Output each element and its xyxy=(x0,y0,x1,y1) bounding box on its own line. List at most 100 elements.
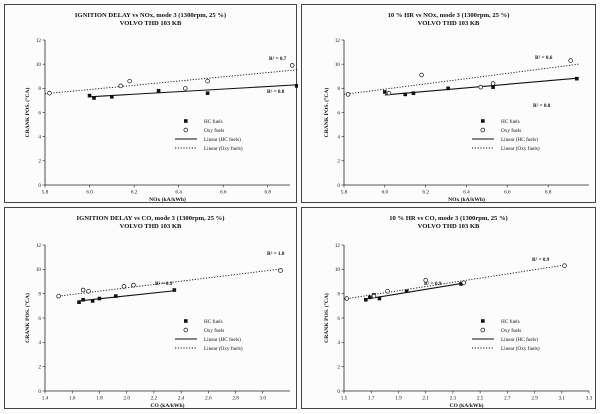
y-tick-label: 8 xyxy=(337,291,340,297)
data-point-hc-fuels xyxy=(363,297,368,302)
legend-hc-fuels-marker xyxy=(481,119,485,123)
data-point-oxy-fuels xyxy=(478,84,484,90)
y-tick-label: 10 xyxy=(335,62,341,68)
r-squared-label: R² = 0.6 xyxy=(535,55,553,61)
x-tick-label: 6.2 xyxy=(131,190,138,196)
chart-plot-svg: 0 2 4 6 8 10 12 1.4 1.6 1.8 2.0 2.2 2.4 2.6 2.8 3.0 CO (… xyxy=(24,243,290,409)
legend-linear-oxy-fuels-label: Linear (Oxy fuels) xyxy=(204,345,243,352)
y-tick-label: 12 xyxy=(335,243,341,249)
trendline-hc-fuels xyxy=(365,282,463,300)
x-tick-label: 3.1 xyxy=(559,396,566,402)
trendline-oxy-fuels xyxy=(58,268,284,297)
r-squared-label: R² = 0.8 xyxy=(533,103,551,109)
y-tick-label: 12 xyxy=(36,38,42,44)
data-point-oxy-fuels xyxy=(371,293,377,299)
y-tick-label: 6 xyxy=(38,316,41,322)
legend-linear-hc-fuels-label: Linear (HC fuels) xyxy=(501,336,538,343)
data-point-oxy-fuels xyxy=(80,287,86,293)
chart-subtitle: VOLVO THD 103 KB xyxy=(417,20,480,27)
x-tick-label: 6.2 xyxy=(422,190,429,196)
data-point-hc-fuels xyxy=(77,300,81,304)
x-tick-label: 1.4 xyxy=(42,396,49,402)
chart-subtitle: VOLVO THD 103 KB xyxy=(119,20,182,27)
legend-hc-fuels-marker xyxy=(481,319,485,323)
data-point-hc-fuels xyxy=(110,94,114,99)
trendline-hc-fuels xyxy=(89,84,298,98)
legend-linear-hc-fuels-label: Linear (HC fuels) xyxy=(501,136,538,143)
data-point-oxy-fuels xyxy=(562,263,567,268)
x-tick-label: 3.0 xyxy=(260,396,267,402)
x-tick-label: 2.0 xyxy=(123,396,130,402)
legend-oxy-fuels-label: Oxy fuels xyxy=(204,127,224,134)
x-axis-label: CO (kA/kWh) xyxy=(449,402,483,409)
x-tick-label: 2.9 xyxy=(531,396,538,402)
data-point-hc-fuels xyxy=(383,90,387,94)
y-tick-label: 6 xyxy=(337,316,340,322)
r-squared-label: R² = 0.9 xyxy=(424,281,442,287)
x-tick-label: 1.9 xyxy=(395,396,402,402)
data-point-hc-fuels xyxy=(368,295,372,300)
y-tick-label: 4 xyxy=(337,340,340,346)
x-tick-label: 6.0 xyxy=(382,190,389,196)
y-tick-label: 0 xyxy=(38,389,41,395)
x-axis-label: CO (kA/kWh) xyxy=(150,402,184,409)
chart-title: IGNITION DELAY vs NOx, mode 3 (1300rpm, … xyxy=(74,12,227,19)
legend-linear-oxy-fuels-label: Linear (Oxy fuels) xyxy=(501,345,540,352)
x-tick-label: 6.6 xyxy=(504,190,511,196)
legend-hc-fuels-label: HC fuels xyxy=(204,318,223,325)
r-squared-label: R² = 0.9 xyxy=(532,257,550,263)
r-squared-label: R² = 0.8 xyxy=(267,89,285,95)
x-axis-label: NOx (kA/kWh) xyxy=(149,196,186,203)
data-point-oxy-fuels xyxy=(423,278,428,283)
data-point-hc-fuels xyxy=(172,288,177,292)
y-tick-label: 6 xyxy=(337,110,340,116)
data-point-oxy-fuels xyxy=(205,78,210,84)
x-tick-label: 2.1 xyxy=(422,396,429,402)
y-tick-label: 2 xyxy=(337,364,340,370)
data-point-hc-fuels xyxy=(87,93,92,98)
chart-title: 10 % HR vs CO, mode 3 (1300rpm, 25 %) xyxy=(389,215,508,222)
x-tick-label: 1.6 xyxy=(69,396,76,402)
trendline-hc-fuels xyxy=(78,290,176,302)
legend-oxy-fuels-marker xyxy=(480,127,486,133)
legend-linear-oxy-fuels-label: Linear (Oxy fuels) xyxy=(204,145,243,152)
data-point-oxy-fuels xyxy=(118,83,123,89)
data-point-hc-fuels xyxy=(156,88,161,93)
r-squared-label: R² = 1.0 xyxy=(267,251,285,257)
legend-linear-hc-fuels-label: Linear (HC fuels) xyxy=(204,136,241,143)
y-tick-label: 2 xyxy=(38,364,41,370)
x-tick-label: 1.7 xyxy=(368,396,375,402)
y-tick-label: 8 xyxy=(38,86,41,92)
r-squared-label: R² = 0.7 xyxy=(269,56,287,62)
data-point-hc-fuels xyxy=(403,92,408,97)
data-point-oxy-fuels xyxy=(461,280,467,285)
data-point-oxy-fuels xyxy=(490,81,496,86)
legend-oxy-fuels-label: Oxy fuels xyxy=(501,327,521,334)
data-point-oxy-fuels xyxy=(47,90,52,96)
chart-title: 10 % HR vs NOx, mode 3 (1300rpm, 25 %) xyxy=(387,12,510,19)
r-squared-label: R² = 0.9 xyxy=(155,281,173,287)
data-point-hc-fuels xyxy=(113,294,118,298)
data-point-hc-fuels xyxy=(446,86,450,91)
y-tick-label: 12 xyxy=(335,38,341,44)
x-tick-label: 5.8 xyxy=(42,190,49,196)
chart-panel-10pct-hr-nox: 10 % HR vs NOx, mode 3 (1300rpm, 25 %) V… xyxy=(301,4,596,203)
trendline-oxy-fuels xyxy=(343,264,565,300)
data-point-oxy-fuels xyxy=(419,72,424,78)
chart-panel-ignition-delay-co: IGNITION DELAY vs CO, mode 3 (1300rpm, 2… xyxy=(4,207,297,409)
x-tick-label: 6.8 xyxy=(264,190,271,196)
legend-hc-fuels-marker xyxy=(184,319,188,323)
x-tick-label: 6.0 xyxy=(86,190,93,196)
x-tick-label: 6.4 xyxy=(463,190,470,196)
x-tick-label: 2.5 xyxy=(477,396,484,402)
data-point-hc-fuels xyxy=(205,91,210,95)
legend-hc-fuels-label: HC fuels xyxy=(204,118,223,125)
data-point-hc-fuels xyxy=(377,296,382,301)
y-tick-label: 12 xyxy=(36,243,42,249)
data-point-hc-fuels xyxy=(97,296,102,301)
y-tick-label: 10 xyxy=(335,267,341,273)
data-point-oxy-fuels xyxy=(131,282,136,288)
chart-title: IGNITION DELAY vs CO, mode 3 (1300rpm, 2… xyxy=(76,215,225,222)
legend-oxy-fuels-marker xyxy=(183,127,189,133)
